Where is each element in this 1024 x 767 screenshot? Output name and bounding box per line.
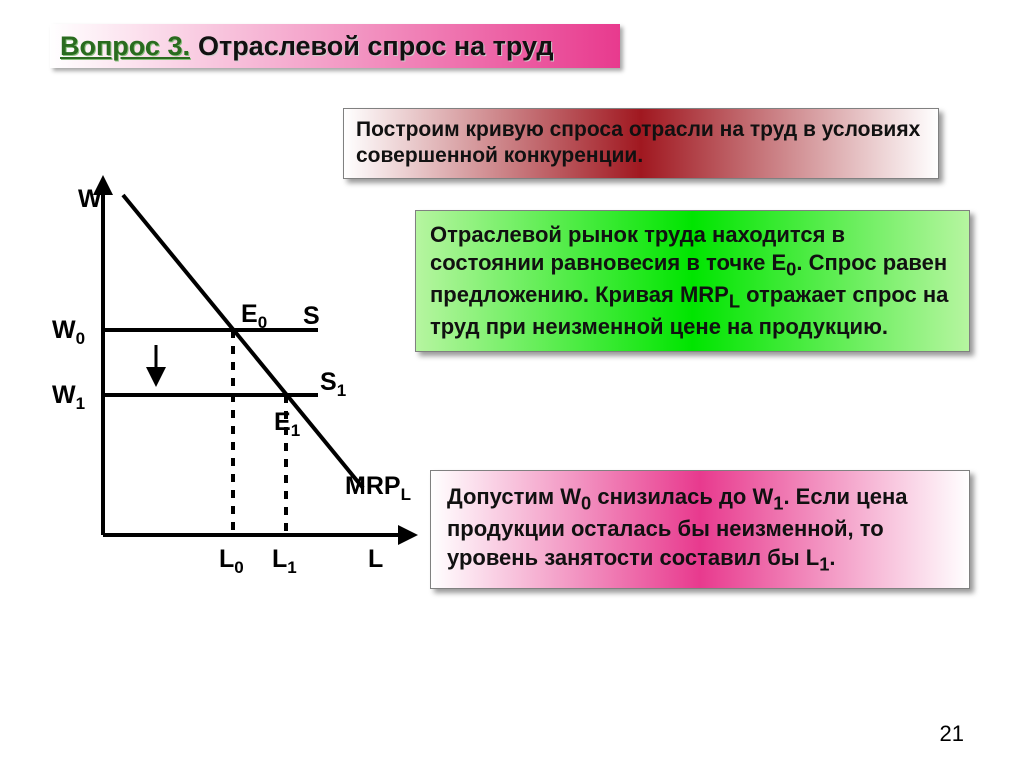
label-W: W: [78, 185, 102, 213]
label-W0: W0: [52, 316, 85, 348]
info-box-1-text: Построим кривую спроса отрасли на труд в…: [356, 118, 920, 167]
label-MRPL: MRPL: [345, 472, 411, 504]
title-rest: Отраслевой спрос на труд: [198, 31, 554, 62]
info-box-2: Отраслевой рынок труда находится в состо…: [415, 210, 970, 352]
page-number: 21: [940, 721, 964, 747]
label-S1: S1: [320, 368, 346, 400]
info-box-3: Допустим W0 снизилась до W1. Если цена п…: [430, 470, 970, 589]
label-L0: L0: [219, 545, 244, 577]
slide-title-bar: Вопрос 3. Отраслевой спрос на труд: [50, 24, 620, 68]
label-E1: E1: [274, 408, 300, 440]
chart-svg: W W0 W1 E0 E1 S S1 MRPL L0 L1 L: [48, 155, 428, 615]
labor-demand-chart: W W0 W1 E0 E1 S S1 MRPL L0 L1 L: [48, 155, 428, 615]
label-S: S: [303, 302, 320, 330]
label-W1: W1: [52, 381, 85, 413]
info-box-1: Построим кривую спроса отрасли на труд в…: [343, 108, 939, 179]
label-L: L: [368, 545, 383, 573]
label-E0: E0: [241, 300, 267, 332]
label-L1: L1: [272, 545, 297, 577]
info-box-3-text: Допустим W0 снизилась до W1. Если цена п…: [447, 484, 907, 570]
title-prefix: Вопрос 3.: [60, 31, 190, 62]
info-box-2-text: Отраслевой рынок труда находится в состо…: [430, 222, 948, 339]
